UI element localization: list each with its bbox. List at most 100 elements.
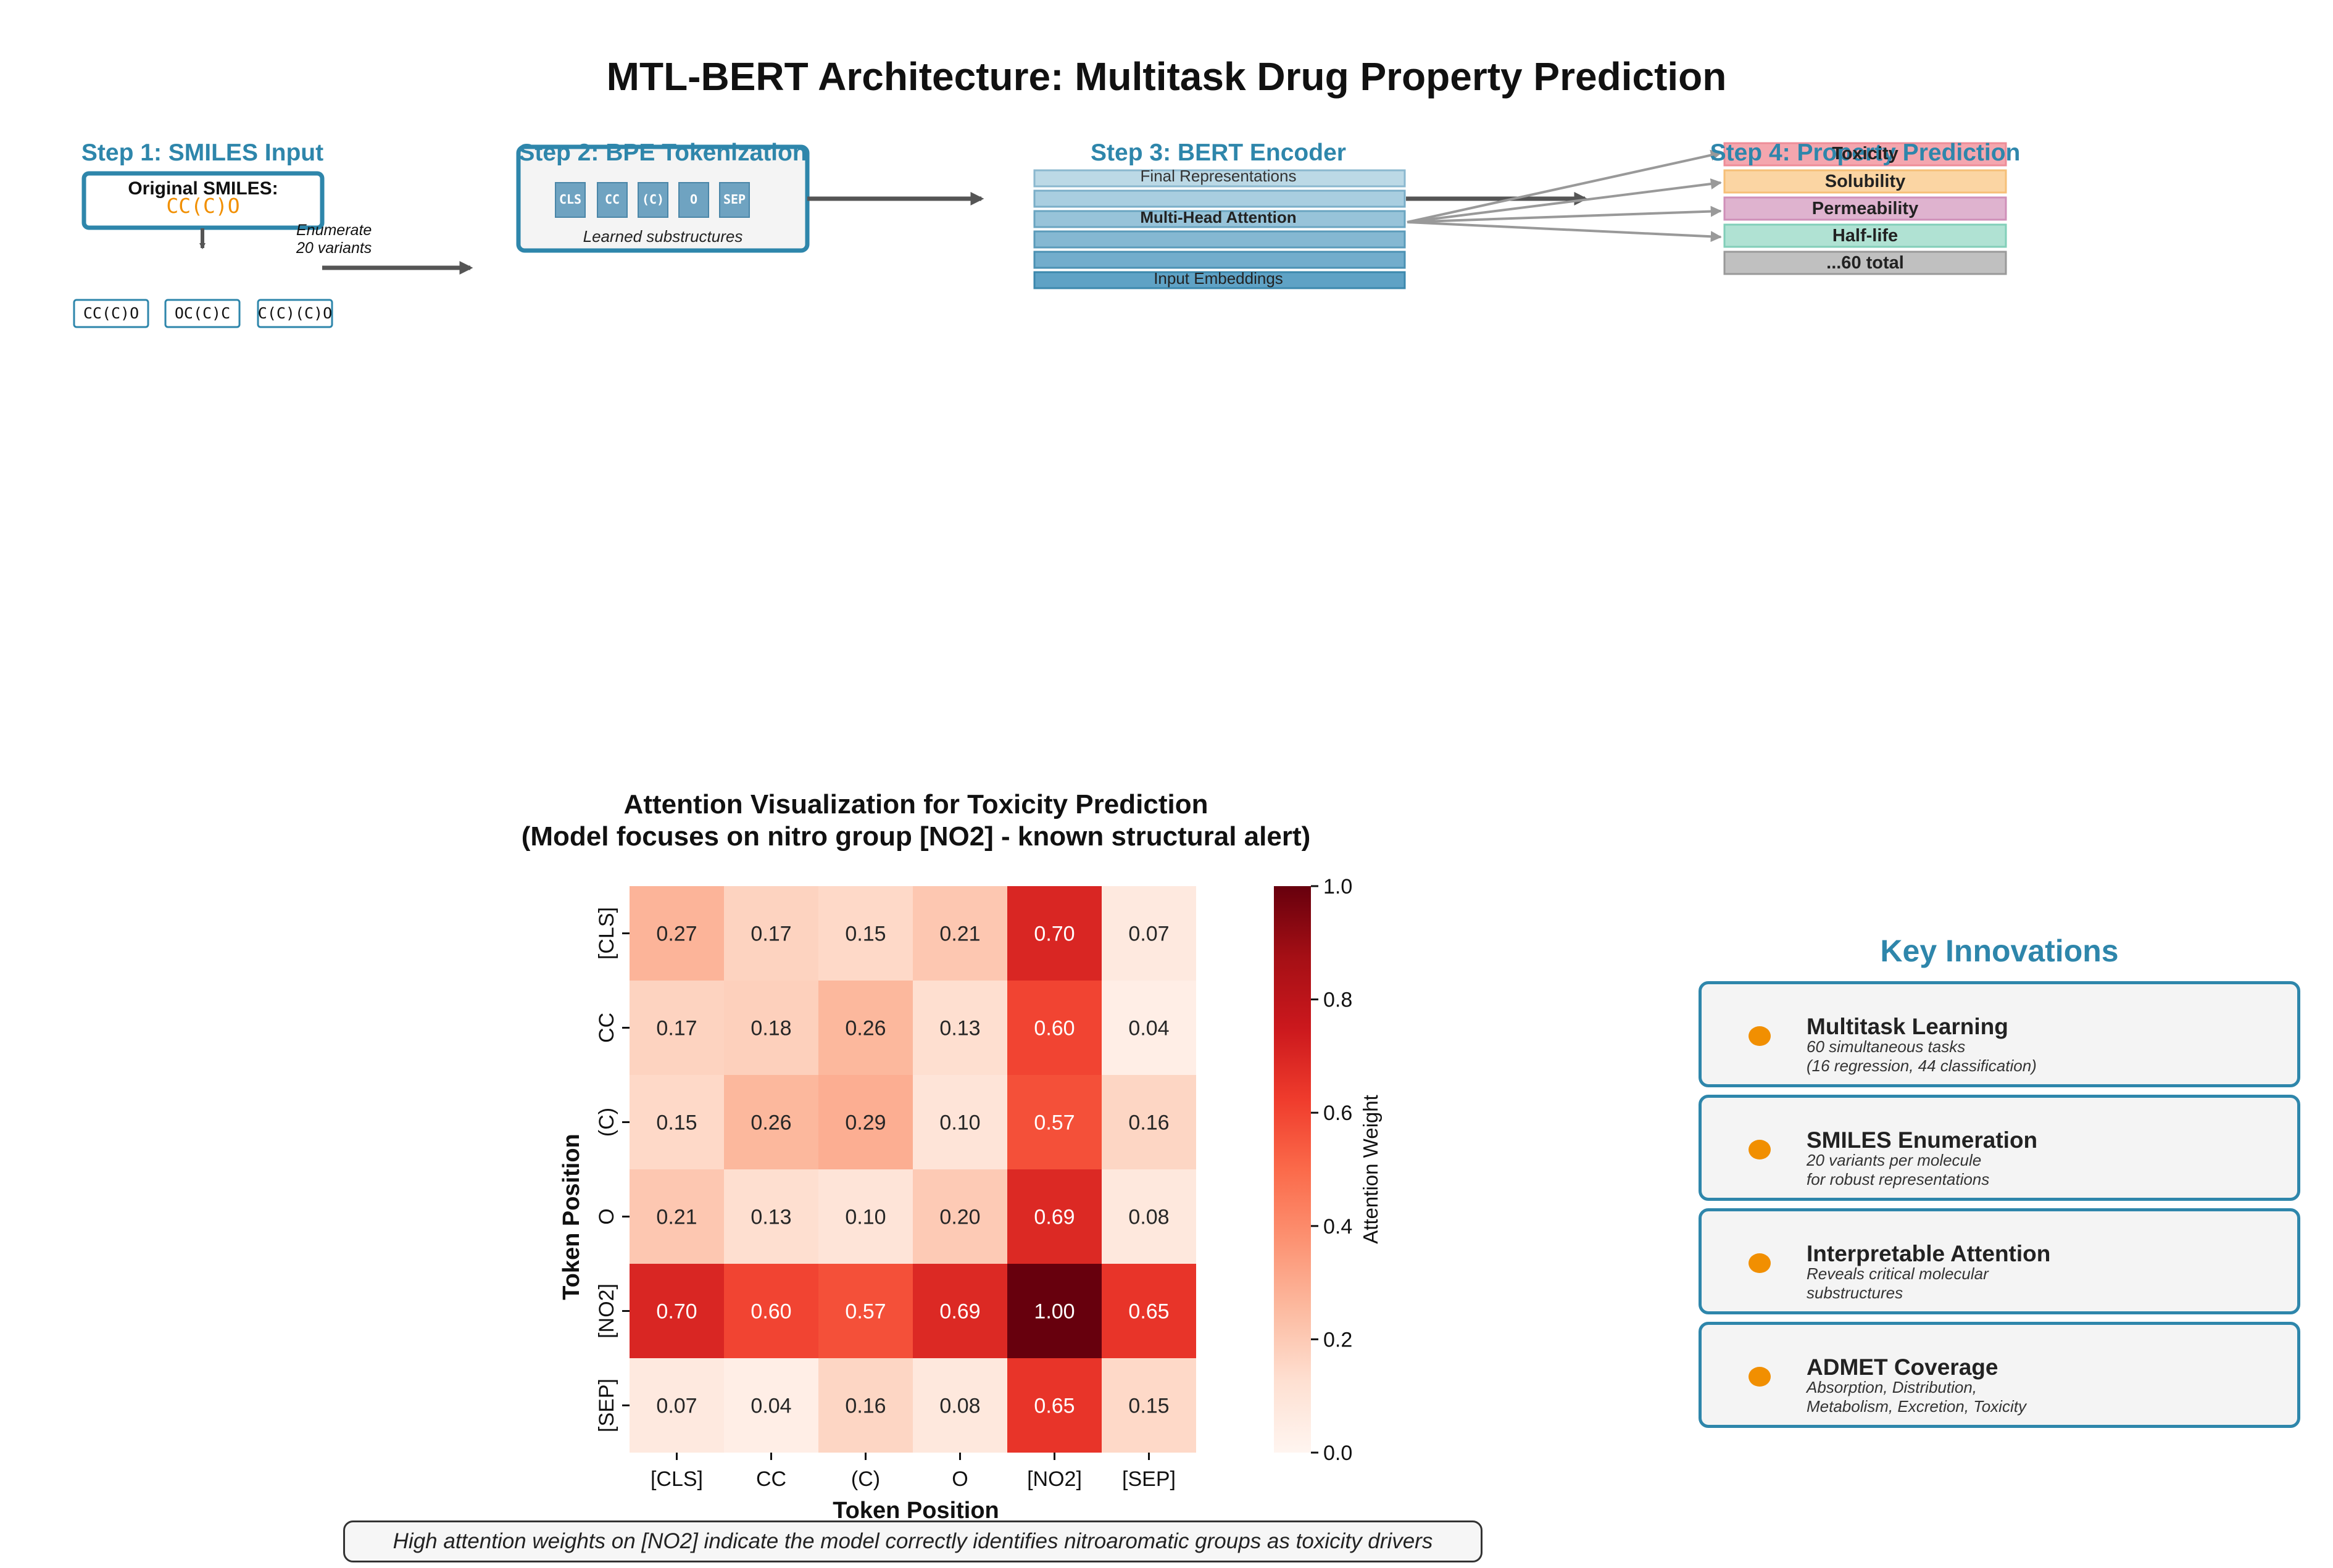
innovation-desc-line1: 60 simultaneous tasks xyxy=(1807,1037,1966,1056)
heatmap-title-line2: (Model focuses on nitro group [NO2] - kn… xyxy=(522,821,1311,852)
encoder-layer xyxy=(1033,169,1406,188)
x-tick-label: [NO2] xyxy=(1027,1467,1082,1491)
token-text: (C) xyxy=(642,192,664,207)
heatmap-cell-value: 0.15 xyxy=(656,1111,697,1135)
variant-text: OC(C)C xyxy=(175,304,230,322)
output-box-half-life xyxy=(1723,223,2007,248)
heatmap-cell xyxy=(818,1264,913,1358)
heatmap-cell-value: 0.26 xyxy=(845,1017,886,1040)
encoder-layer xyxy=(1033,230,1406,249)
output-label: Solubility xyxy=(1825,172,1906,191)
innovation-desc-line2: substructures xyxy=(1807,1284,1903,1302)
heatmap-cell xyxy=(630,1264,724,1358)
heatmap-cell-value: 0.20 xyxy=(939,1206,980,1229)
heatmap-cell-value: 0.15 xyxy=(845,923,886,946)
heatmap-cell xyxy=(630,981,724,1075)
heatmap-cell xyxy=(913,981,1007,1075)
output-box-total xyxy=(1723,251,2007,275)
token-chip xyxy=(597,182,628,218)
heatmap-cell xyxy=(818,886,913,981)
heatmap-cell xyxy=(1007,1358,1102,1453)
output-label: Permeability xyxy=(1812,199,1918,218)
variant-list: CC(C)O OC(C)C C(C)(C)O xyxy=(73,299,333,328)
token-list: CLS CC (C) O SEP xyxy=(555,182,750,218)
variant-box xyxy=(164,299,241,328)
colorbar-label: Attention Weight xyxy=(1359,1095,1382,1244)
heatmap-cell xyxy=(913,1358,1007,1453)
y-tick-label: [CLS] xyxy=(595,907,618,960)
input-embeddings-label: Input Embeddings xyxy=(1154,269,1283,288)
heatmap-cell-value: 0.10 xyxy=(845,1206,886,1229)
heatmap-cell-value: 0.13 xyxy=(939,1017,980,1040)
y-tick-label: [SEP] xyxy=(595,1379,618,1432)
heatmap-cell xyxy=(913,886,1007,981)
heatmap-cell xyxy=(818,981,913,1075)
heatmap-cell xyxy=(1007,886,1102,981)
colorbar-tick-label: 0.8 xyxy=(1323,989,1352,1012)
bullet-dot-icon xyxy=(1749,1026,1771,1046)
output-labels: Toxicity Solubility Permeability Half-li… xyxy=(1812,144,1918,273)
variant-text: CC(C)O xyxy=(83,304,139,322)
heatmap-cell-value: 0.57 xyxy=(845,1300,886,1324)
variant-box xyxy=(73,299,149,328)
output-box-solubility xyxy=(1723,169,2007,194)
heatmap-cell xyxy=(724,1358,818,1453)
innovation-desc-line2: (16 regression, 44 classification) xyxy=(1807,1056,2037,1075)
heatmap-cell-value: 0.29 xyxy=(845,1111,886,1135)
heatmap-cell-value: 0.18 xyxy=(751,1017,791,1040)
heatmap-cell xyxy=(1007,1264,1102,1358)
heatmap-cell xyxy=(1007,1075,1102,1169)
colorbar-ticks: 0.0 0.2 0.4 0.6 0.8 1.0 xyxy=(1311,875,1352,1465)
fanout-arrows xyxy=(1407,149,1722,243)
encoder-layer xyxy=(1033,210,1406,228)
heatmap-cell xyxy=(913,1264,1007,1358)
output-label: Toxicity xyxy=(1832,144,1898,164)
innovation-title: Multitask Learning xyxy=(1807,1014,2008,1039)
heatmap-cell-value: 0.16 xyxy=(1128,1111,1169,1135)
heatmap-cell-value: 0.13 xyxy=(751,1206,791,1229)
figure-title: MTL-BERT Architecture: Multitask Drug Pr… xyxy=(607,54,1727,99)
innovation-card: Interpretable Attention Reveals critical… xyxy=(1699,1208,2300,1314)
colorbar-tick-label: 0.0 xyxy=(1323,1441,1352,1465)
step1-smiles-input: Step 1: SMILES Input Original SMILES: CC… xyxy=(73,139,473,328)
x-tick-label: O xyxy=(952,1467,968,1491)
heatmap-cell xyxy=(1102,1169,1196,1264)
heatmap-cell xyxy=(1102,886,1196,981)
x-tick-label: [SEP] xyxy=(1122,1467,1176,1491)
heatmap-cell xyxy=(913,1075,1007,1169)
heatmap-cell xyxy=(630,886,724,981)
innovation-desc-line1: Absorption, Distribution, xyxy=(1807,1378,1977,1396)
heatmap-cell xyxy=(724,1264,818,1358)
tokenization-caption: Learned substructures xyxy=(583,227,743,246)
encoder-layer xyxy=(1033,251,1406,269)
innovation-card: ADMET Coverage Absorption, Distribution,… xyxy=(1699,1322,2300,1428)
enumerate-note-line1: Enumerate xyxy=(296,222,372,239)
heatmap-cell-value: 0.08 xyxy=(1128,1206,1169,1229)
original-smiles-box xyxy=(81,171,325,230)
encoder-layer xyxy=(1033,271,1406,289)
token-text: O xyxy=(690,192,697,207)
heatmap-cell-value: 1.00 xyxy=(1034,1300,1075,1324)
y-tick-label: O xyxy=(595,1208,618,1224)
heatmap-cell-value: 0.69 xyxy=(939,1300,980,1324)
heatmap-cell-value: 0.57 xyxy=(1034,1111,1075,1135)
heatmap-cell-value: 0.26 xyxy=(751,1111,791,1135)
key-innovations-heading: Key Innovations xyxy=(1880,934,2119,968)
heatmap-cell xyxy=(724,1169,818,1264)
innovation-card: SMILES Enumeration 20 variants per molec… xyxy=(1699,1095,2300,1201)
encoder-stack xyxy=(1033,169,1406,289)
heatmap-cell-value: 0.60 xyxy=(1034,1017,1075,1040)
innovation-desc-line2: for robust representations xyxy=(1807,1170,1990,1188)
step3-bert-encoder: Step 3: BERT Encoder Final Representatio… xyxy=(1033,139,1722,289)
heatmap-cell-value: 0.21 xyxy=(656,1206,697,1229)
y-tick-label: (C) xyxy=(595,1108,618,1137)
heatmap-cell-value: 0.27 xyxy=(656,923,697,946)
bullet-dot-icon xyxy=(1749,1253,1771,1273)
heatmap-cell-value: 0.15 xyxy=(1128,1395,1169,1418)
innovation-title: Interpretable Attention xyxy=(1807,1241,2051,1266)
variant-text: C(C)(C)O xyxy=(258,304,332,322)
colorbar-tick-label: 0.6 xyxy=(1323,1101,1352,1125)
output-box-toxicity xyxy=(1723,142,2007,167)
token-chip xyxy=(719,182,750,218)
token-chip xyxy=(638,182,668,218)
